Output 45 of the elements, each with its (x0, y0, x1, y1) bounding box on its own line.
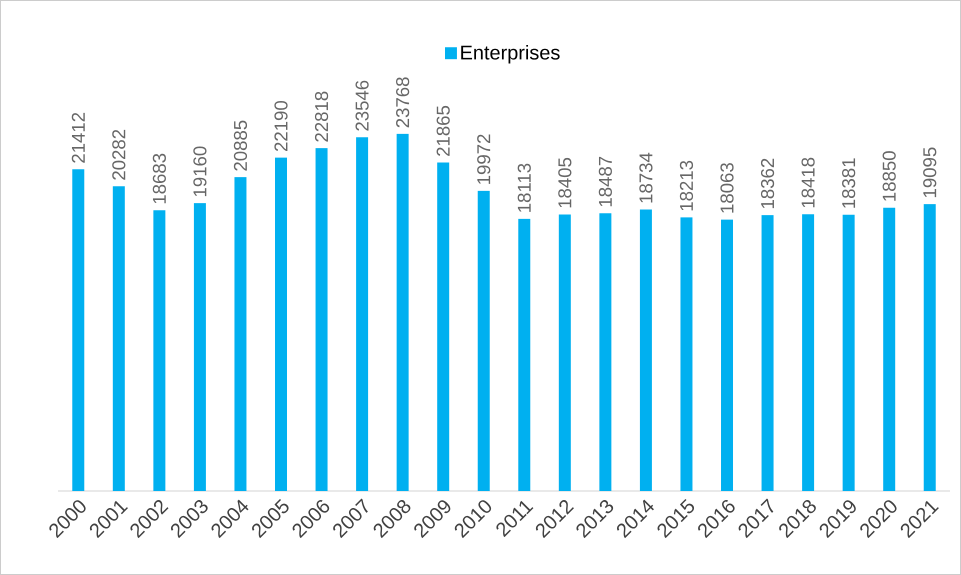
bar (721, 220, 734, 492)
bar (356, 137, 368, 492)
data-label: 21865 (436, 106, 450, 156)
bar (478, 190, 490, 492)
bar (153, 210, 166, 492)
bar (842, 214, 855, 492)
bar (316, 148, 328, 492)
data-label: 18381 (842, 158, 856, 208)
data-label: 18850 (882, 151, 896, 201)
bar (396, 134, 409, 492)
bar (680, 217, 692, 492)
data-label: 18213 (680, 160, 694, 210)
data-label: 18683 (152, 154, 166, 204)
bar (640, 210, 652, 492)
bar (802, 214, 814, 492)
data-label: 20282 (112, 130, 126, 180)
bar (437, 162, 450, 492)
bar (275, 158, 288, 492)
data-label: 18405 (558, 158, 572, 208)
data-label: 18063 (720, 163, 734, 213)
bar (924, 204, 936, 492)
bar (72, 169, 84, 492)
bar (883, 208, 896, 492)
bar (518, 218, 530, 492)
data-label: 18418 (802, 158, 815, 208)
data-label: 23768 (396, 77, 410, 128)
data-label: 18487 (598, 156, 612, 206)
bar (599, 213, 612, 492)
data-label: 21412 (72, 112, 85, 163)
data-label: 18113 (518, 164, 531, 212)
data-label: 18362 (760, 158, 774, 208)
legend-label: Enterprises (461, 44, 560, 64)
data-label: 23546 (355, 80, 369, 131)
data-label: 19160 (193, 146, 206, 196)
data-label: 22818 (314, 92, 328, 142)
bar (762, 215, 774, 492)
bar (194, 203, 206, 492)
data-label: 19095 (923, 148, 936, 198)
bar (234, 177, 246, 492)
bar (112, 186, 125, 492)
bar (558, 214, 571, 492)
data-label: 22190 (274, 100, 288, 152)
data-label: 20885 (234, 120, 248, 171)
data-label: 18734 (639, 152, 653, 202)
data-label: 19972 (477, 134, 490, 184)
